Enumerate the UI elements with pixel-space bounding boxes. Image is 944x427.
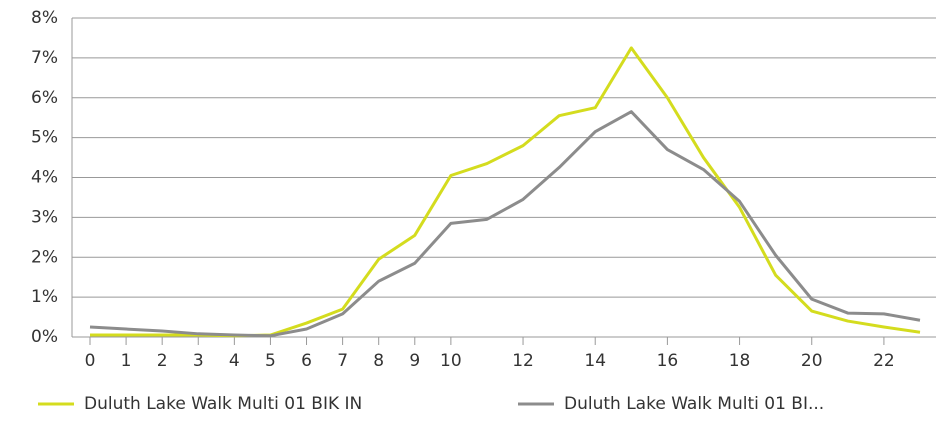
y-tick-label: 6% — [31, 88, 58, 108]
x-tick-label: 10 — [440, 351, 462, 371]
x-tick-label: 20 — [801, 351, 823, 371]
x-tick-label: 5 — [265, 351, 276, 371]
x-tick-label: 6 — [301, 351, 312, 371]
x-tick-label: 7 — [337, 351, 348, 371]
y-tick-label: 4% — [31, 168, 58, 188]
legend-label: Duluth Lake Walk Multi 01 BIK IN — [84, 394, 362, 414]
x-tick-label: 2 — [157, 351, 168, 371]
y-tick-label: 8% — [31, 8, 58, 28]
x-tick-label: 22 — [873, 351, 895, 371]
x-tick-label: 12 — [512, 351, 534, 371]
x-tick-label: 18 — [729, 351, 751, 371]
x-tick-label: 1 — [121, 351, 132, 371]
x-tick-label: 8 — [373, 351, 384, 371]
y-tick-label: 1% — [31, 287, 58, 307]
y-tick-label: 2% — [31, 247, 58, 267]
y-tick-label: 7% — [31, 48, 58, 68]
line-series — [90, 46, 921, 338]
y-tick-label: 0% — [31, 327, 58, 347]
line-series — [89, 110, 921, 338]
x-tick-label: 9 — [409, 351, 420, 371]
x-tick-label: 3 — [193, 351, 204, 371]
x-tick-label: 16 — [657, 351, 679, 371]
x-tick-label: 14 — [584, 351, 606, 371]
x-tick-label: 0 — [85, 351, 96, 371]
x-tick-label: 4 — [229, 351, 240, 371]
legend-label: Duluth Lake Walk Multi 01 BI... — [564, 394, 824, 414]
y-tick-label: 3% — [31, 207, 58, 227]
y-tick-label: 5% — [31, 128, 58, 148]
